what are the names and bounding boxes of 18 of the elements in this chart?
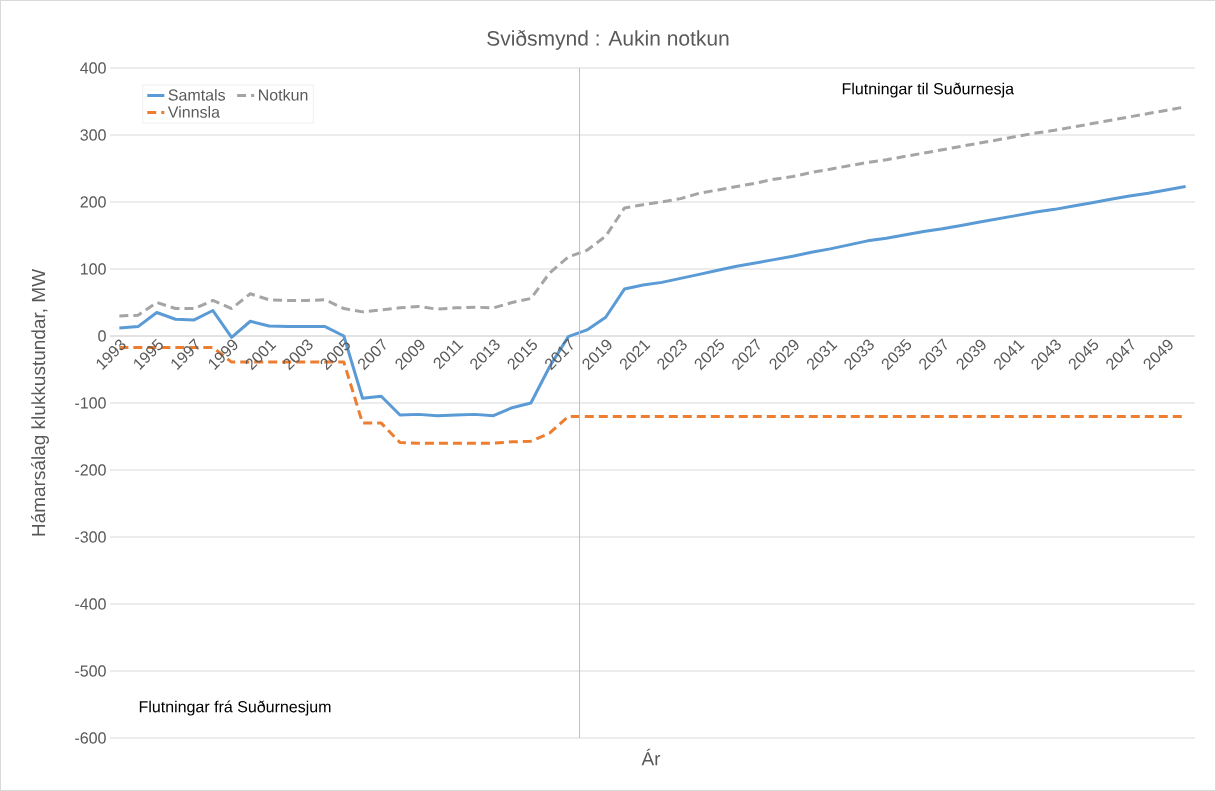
y-tick-label: -500 bbox=[75, 665, 106, 677]
y-tick-label: 200 bbox=[80, 196, 106, 208]
y-tick-label: 100 bbox=[81, 263, 106, 275]
y-tick-label: -200 bbox=[75, 464, 106, 476]
annotation: Flutningar frá Suðurnesjum bbox=[139, 700, 331, 716]
legend-label: Notkun bbox=[259, 88, 308, 101]
y-tick-label: -400 bbox=[75, 598, 106, 610]
y-tick-label: 300 bbox=[80, 129, 106, 141]
legend-label: Vinnsla bbox=[167, 106, 220, 118]
y-tick-label: -600 bbox=[75, 732, 106, 744]
chart-title: Sviðsmynd : Aukin notkun bbox=[487, 30, 729, 50]
y-tick-label: 400 bbox=[80, 62, 106, 74]
y-tick-label: -100 bbox=[75, 397, 106, 409]
y-axis-title: Hámarsálag klukkustundar, MW bbox=[31, 269, 49, 536]
legend-label: Samtals bbox=[168, 88, 226, 101]
annotation: Flutningar til Suðurnesja bbox=[842, 82, 1015, 98]
y-tick-label: -300 bbox=[75, 531, 106, 543]
x-axis-title: Ár bbox=[641, 748, 661, 766]
